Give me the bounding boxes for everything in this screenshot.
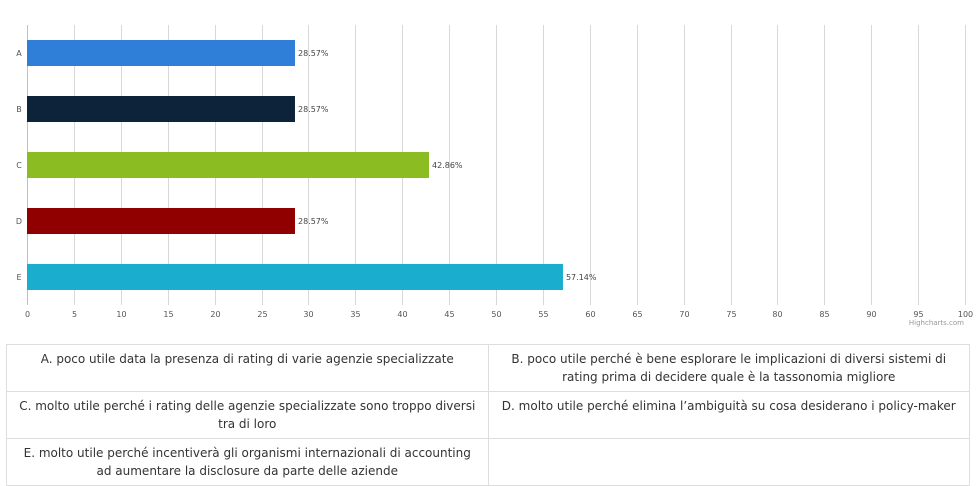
x-tick-label: 55 <box>538 310 548 319</box>
y-tick-label: A <box>16 49 22 58</box>
legend-cell-c: C. molto utile perché i rating delle age… <box>6 391 489 439</box>
x-tick-label: 5 <box>72 310 77 319</box>
bar-chart: 0 5 10 15 20 25 30 35 40 45 50 55 60 65 70 75 80 85 90 95 10… <box>16 25 973 319</box>
x-tick-label: 20 <box>210 310 220 319</box>
x-tick-label: 100 <box>958 310 973 319</box>
x-tick-label: 60 <box>585 310 595 319</box>
x-tick-label: 85 <box>819 310 829 319</box>
y-tick-label: E <box>16 273 21 282</box>
x-tick-label: 0 <box>25 310 30 319</box>
x-tick-label: 25 <box>257 310 267 319</box>
legend-cell-d: D. molto utile perché elimina l’ambiguit… <box>487 391 970 439</box>
x-tick-label: 10 <box>116 310 126 319</box>
y-tick-label: C <box>16 161 22 170</box>
labels: 0 5 10 15 20 25 30 35 40 45 50 55 60 65 70 75 80 85 90 95 10… <box>16 49 973 319</box>
x-tick-label: 50 <box>491 310 501 319</box>
x-tick-label: 75 <box>726 310 736 319</box>
data-label: 57.14% <box>566 273 597 282</box>
legend-cell-e: E. molto utile perché incentiverà gli or… <box>6 438 489 486</box>
bar-e[interactable] <box>27 264 563 290</box>
highcharts-credits[interactable]: Highcharts.com <box>908 319 964 327</box>
table-row: A. poco utile data la presenza di rating… <box>6 344 970 392</box>
x-tick-label: 15 <box>163 310 173 319</box>
y-tick-label: D <box>16 217 22 226</box>
grid-lines <box>27 25 966 305</box>
bar-c[interactable] <box>27 152 430 178</box>
data-label: 28.57% <box>298 217 329 226</box>
y-tick-label: B <box>16 105 22 114</box>
x-tick-label: 90 <box>866 310 876 319</box>
bar-b[interactable] <box>27 96 295 122</box>
bar-d[interactable] <box>27 208 295 234</box>
data-label: 42.86% <box>432 161 463 170</box>
x-tick-label: 45 <box>444 310 454 319</box>
x-tick-label: 80 <box>772 310 782 319</box>
table-row: C. molto utile perché i rating delle age… <box>6 391 970 439</box>
x-tick-label: 40 <box>397 310 407 319</box>
data-label: 28.57% <box>298 105 329 114</box>
bars <box>27 40 563 290</box>
x-tick-label: 30 <box>303 310 313 319</box>
bar-a[interactable] <box>27 40 295 66</box>
legend-cell-a: A. poco utile data la presenza di rating… <box>6 344 489 392</box>
x-tick-label: 65 <box>632 310 642 319</box>
legend-table: A. poco utile data la presenza di rating… <box>6 344 970 486</box>
x-tick-label: 35 <box>350 310 360 319</box>
data-label: 28.57% <box>298 49 329 58</box>
legend-cell-empty <box>487 438 970 486</box>
legend-cell-b: B. poco utile perché è bene esplorare le… <box>487 344 970 392</box>
x-tick-label: 70 <box>679 310 689 319</box>
table-row: E. molto utile perché incentiverà gli or… <box>6 438 970 486</box>
x-tick-label: 95 <box>913 310 923 319</box>
